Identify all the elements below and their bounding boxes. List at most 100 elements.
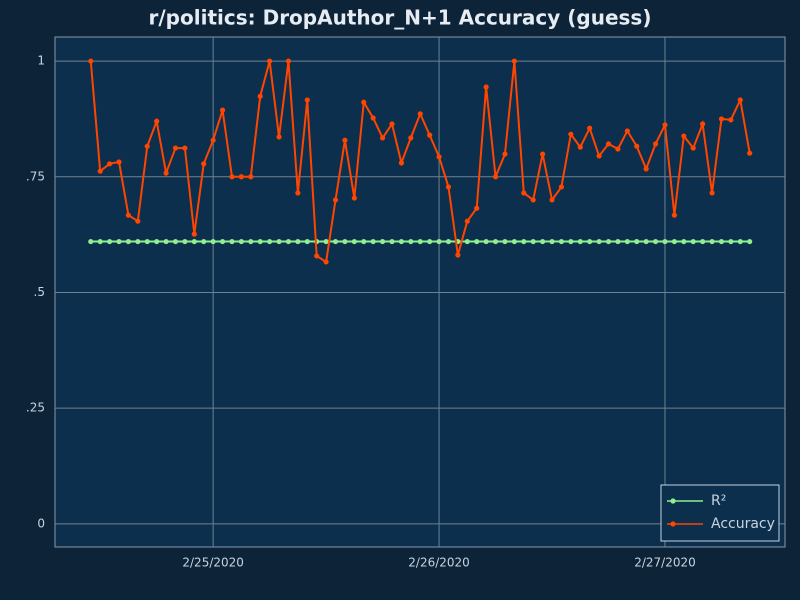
data-point xyxy=(549,238,555,245)
y-tick-label: .5 xyxy=(34,285,45,299)
y-tick-label: .75 xyxy=(26,169,45,183)
data-point xyxy=(389,238,395,245)
data-point xyxy=(728,238,734,245)
y-tick-label: 1 xyxy=(37,54,45,68)
data-point xyxy=(747,238,753,245)
data-point xyxy=(662,122,668,128)
legend-label: Accuracy xyxy=(711,516,775,532)
y-tick-label: 0 xyxy=(37,516,45,530)
data-point xyxy=(464,238,470,245)
data-point xyxy=(577,238,583,245)
data-point xyxy=(474,238,480,245)
data-point xyxy=(530,197,536,203)
data-point xyxy=(615,146,621,152)
data-point xyxy=(634,238,640,245)
data-point xyxy=(238,238,244,245)
data-point xyxy=(163,170,169,176)
data-point xyxy=(88,238,94,245)
data-point xyxy=(257,93,263,99)
data-point xyxy=(229,174,235,180)
data-point xyxy=(389,121,395,127)
data-point xyxy=(596,238,602,245)
data-point xyxy=(210,137,216,143)
data-point xyxy=(427,238,433,245)
data-point xyxy=(662,238,668,245)
data-point xyxy=(201,161,207,167)
data-point xyxy=(116,238,122,245)
data-point xyxy=(172,238,179,245)
data-point xyxy=(398,160,405,166)
data-point xyxy=(596,153,602,159)
data-point xyxy=(502,151,508,157)
legend-marker xyxy=(670,521,676,527)
data-point xyxy=(747,150,753,156)
data-point xyxy=(540,238,546,245)
data-point xyxy=(445,184,452,190)
data-point xyxy=(681,238,687,245)
data-point xyxy=(615,238,621,245)
legend-marker xyxy=(670,498,676,504)
data-point xyxy=(219,238,226,245)
data-point xyxy=(323,238,329,245)
data-point xyxy=(492,238,499,245)
x-tick-label: 2/25/2020 xyxy=(182,556,244,570)
data-point xyxy=(398,238,405,245)
data-point xyxy=(257,238,263,245)
data-point xyxy=(605,141,612,147)
data-point xyxy=(521,238,527,245)
data-point xyxy=(718,116,725,122)
x-tick-label: 2/27/2020 xyxy=(634,556,696,570)
data-point xyxy=(125,212,132,218)
data-point xyxy=(690,238,696,245)
data-point xyxy=(540,151,546,157)
data-point xyxy=(370,238,376,245)
data-point xyxy=(285,58,292,64)
data-point xyxy=(229,238,235,245)
data-point xyxy=(690,145,696,151)
data-point xyxy=(709,190,715,196)
data-point xyxy=(276,238,282,245)
data-point xyxy=(379,135,386,141)
data-point xyxy=(210,238,216,245)
data-point xyxy=(455,252,461,258)
data-point xyxy=(511,238,517,245)
data-point xyxy=(314,253,320,259)
data-point xyxy=(125,238,132,245)
data-point xyxy=(295,190,301,196)
data-point xyxy=(304,97,310,103)
data-point xyxy=(474,205,480,211)
data-point xyxy=(511,58,517,64)
data-point xyxy=(558,238,565,245)
data-point xyxy=(530,238,536,245)
data-point xyxy=(464,218,470,224)
data-point xyxy=(135,238,141,245)
data-point xyxy=(427,132,433,138)
chart-title: r/politics: DropAuthor_N+1 Accuracy (gue… xyxy=(149,6,652,30)
data-point xyxy=(342,238,348,245)
data-point xyxy=(587,125,593,131)
data-point xyxy=(154,238,160,245)
data-point xyxy=(700,238,706,245)
data-point xyxy=(144,143,150,149)
data-point xyxy=(248,174,254,180)
data-point xyxy=(417,111,423,117)
data-point xyxy=(502,238,508,245)
data-point xyxy=(172,145,179,151)
legend-box xyxy=(660,484,780,542)
data-point xyxy=(728,117,734,123)
data-point xyxy=(106,161,113,167)
data-point xyxy=(116,159,122,165)
data-point xyxy=(587,238,593,245)
data-point xyxy=(483,84,489,90)
data-point xyxy=(323,259,329,265)
data-point xyxy=(332,197,339,203)
data-point xyxy=(201,238,207,245)
data-point xyxy=(549,197,555,203)
data-point xyxy=(238,174,244,180)
data-point xyxy=(408,238,414,245)
data-point xyxy=(436,154,442,160)
data-point xyxy=(88,58,94,64)
data-point xyxy=(605,238,612,245)
data-point xyxy=(671,238,677,245)
data-point xyxy=(624,128,630,134)
